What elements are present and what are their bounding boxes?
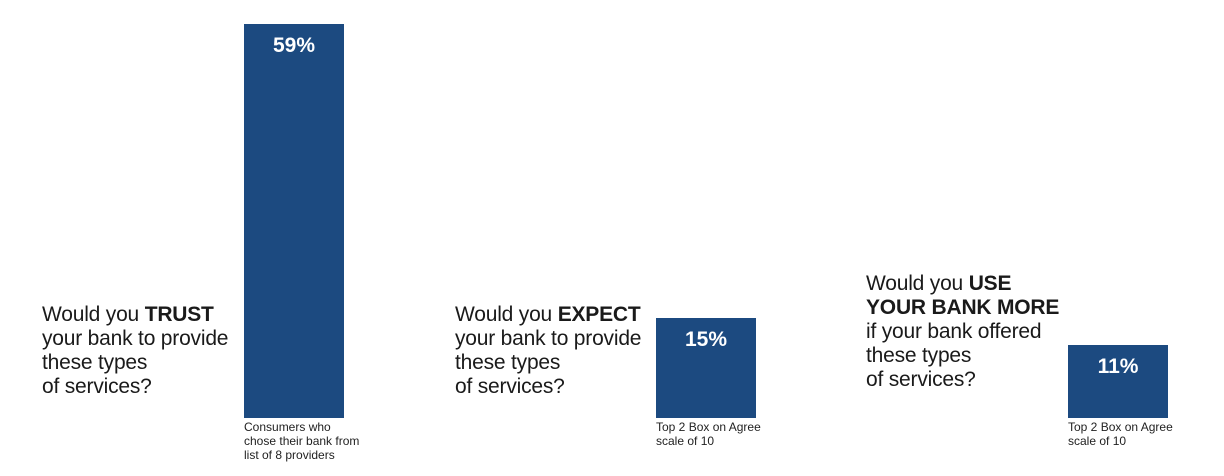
- note-line: chose their bank from: [244, 434, 360, 448]
- data-label-3: 11%: [1097, 355, 1139, 378]
- question-fragment: Would you: [455, 303, 558, 326]
- bar-note-1: Consumers who chose their bank from list o…: [244, 420, 359, 462]
- question-line: these types: [42, 351, 228, 375]
- bar-3: [1068, 345, 1168, 418]
- question-fragment: your bank to provide: [42, 327, 229, 350]
- question-line: of services?: [42, 375, 228, 399]
- question-emphasis: EXPECT: [557, 303, 641, 326]
- question-fragment: Would you: [866, 272, 969, 295]
- question-emphasis: USE: [968, 272, 1012, 295]
- question-line: your bank to provide: [455, 327, 641, 351]
- question-emphasis: TRUST: [144, 303, 214, 326]
- note-line: Top 2 Box on Agree: [656, 420, 761, 434]
- note-line: Consumers who: [244, 420, 331, 434]
- question-line: Would you EXPECT: [455, 303, 641, 327]
- bar-note-2: Top 2 Box on Agree scale of 10: [656, 420, 761, 448]
- question-fragment: of services?: [42, 375, 152, 398]
- question-line: of services?: [866, 368, 1059, 392]
- question-fragment: these types: [455, 351, 561, 374]
- question-line: YOUR BANK MORE: [866, 296, 1059, 320]
- note-line: Top 2 Box on Agree: [1068, 420, 1173, 434]
- question-emphasis: YOUR BANK MORE: [866, 296, 1060, 319]
- question-line: of services?: [455, 375, 641, 399]
- data-label-1: 59%: [272, 34, 316, 57]
- note-line: list of 8 providers: [244, 448, 335, 462]
- question-line: your bank to provide: [42, 327, 228, 351]
- question-line: if your bank offered: [866, 320, 1059, 344]
- question-fragment: your bank to provide: [455, 327, 642, 350]
- question-line: these types: [455, 351, 641, 375]
- question-fragment: Would you: [42, 303, 145, 326]
- data-label-2: 15%: [684, 328, 728, 351]
- bar-note-3: Top 2 Box on Agree scale of 10: [1068, 420, 1173, 448]
- bar-1: [244, 24, 344, 418]
- question-line: Would you TRUST: [42, 303, 228, 327]
- note-line: scale of 10: [656, 434, 715, 448]
- question-text-3: Would you USE YOUR BANK MORE if your bank …: [866, 272, 1059, 392]
- question-fragment: of services?: [455, 375, 565, 398]
- question-line: these types: [866, 344, 1059, 368]
- note-line: scale of 10: [1068, 434, 1127, 448]
- question-fragment: if your bank offered: [866, 320, 1042, 343]
- question-text-2: Would you EXPECT your bank to provide thes…: [455, 303, 641, 399]
- question-fragment: of services?: [866, 368, 976, 391]
- question-fragment: these types: [866, 344, 972, 367]
- question-text-1: Would you TRUST your bank to provide these…: [42, 303, 228, 399]
- bar-2: [656, 318, 756, 418]
- question-line: Would you USE: [866, 272, 1059, 296]
- question-fragment: these types: [42, 351, 148, 374]
